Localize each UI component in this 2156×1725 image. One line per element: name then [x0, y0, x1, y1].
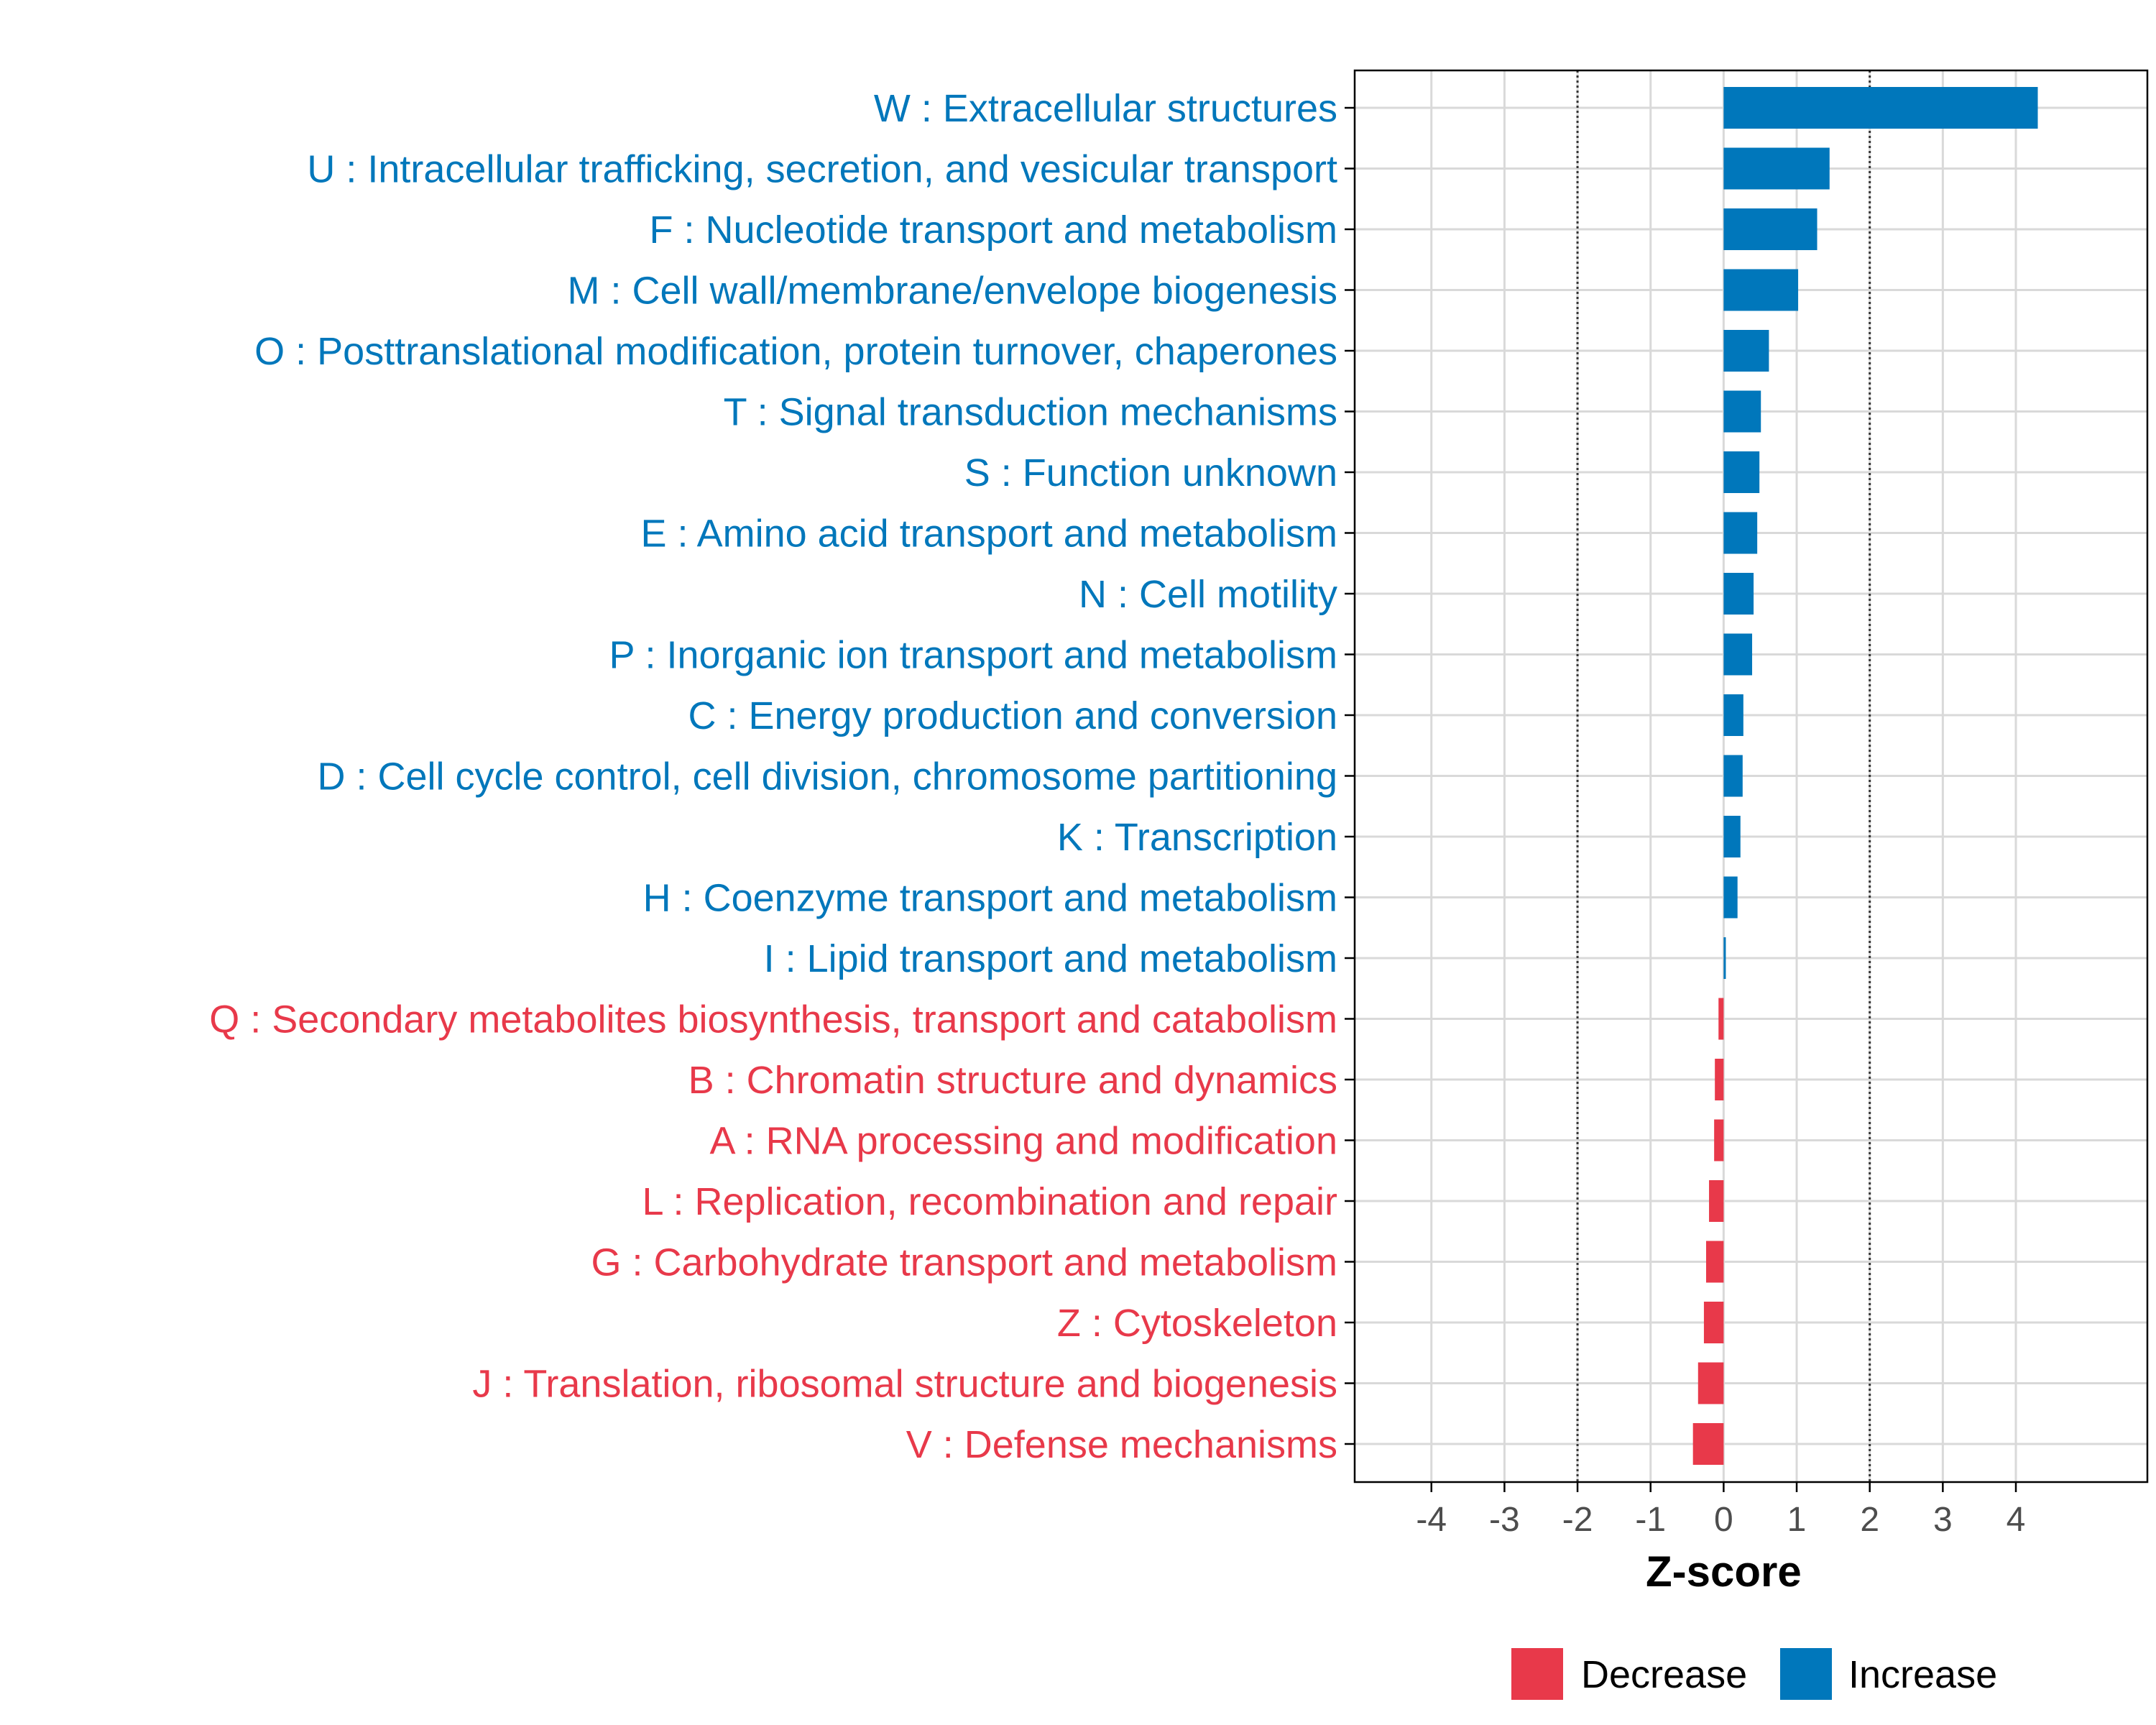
y-category-label: P : Inorganic ion transport and metaboli… [609, 634, 1337, 677]
y-category-label: D : Cell cycle control, cell division, c… [317, 755, 1337, 799]
y-axis-category-labels: W : Extracellular structures U : Intracel… [209, 87, 1337, 1466]
x-tick-label: 2 [1860, 1501, 1879, 1539]
bar-increase [1723, 755, 1743, 797]
bar-increase [1723, 390, 1761, 433]
y-category-label: I : Lipid transport and metabolism [764, 937, 1337, 980]
legend-label-increase: Increase [1848, 1653, 1997, 1696]
y-category-label: U : Intracellular trafficking, secretion… [307, 148, 1337, 191]
y-category-label: J : Translation, ribosomal structure and… [472, 1363, 1337, 1406]
bar-decrease [1709, 1180, 1724, 1222]
legend: Decrease Increase [1511, 1648, 1997, 1700]
y-category-label: S : Function unknown [964, 451, 1337, 494]
x-tick-label: 1 [1787, 1501, 1807, 1539]
bar-increase [1723, 147, 1830, 190]
x-axis-ticks: -4 -3 -2 -1 0 1 2 3 4 [1416, 1482, 2025, 1539]
y-category-label: V : Defense mechanisms [906, 1423, 1337, 1466]
y-category-label: Z : Cytoskeleton [1057, 1302, 1337, 1345]
bar-decrease [1697, 1362, 1724, 1404]
bar-increase [1723, 694, 1743, 736]
y-category-label: T : Signal transduction mechanisms [724, 391, 1337, 434]
x-tick-label: -1 [1635, 1501, 1666, 1539]
x-tick-label: -4 [1416, 1501, 1447, 1539]
x-tick-label: 0 [1714, 1501, 1733, 1539]
bar-decrease [1714, 1119, 1724, 1162]
legend-swatch-decrease [1511, 1648, 1563, 1700]
bar-decrease [1718, 998, 1724, 1040]
bar-increase [1723, 633, 1753, 676]
y-category-label: F : Nucleotide transport and metabolism [650, 208, 1337, 252]
bars [1692, 87, 2038, 1465]
y-category-label: A : RNA processing and modification [710, 1120, 1337, 1163]
y-category-label: M : Cell wall/membrane/envelope biogenes… [567, 270, 1337, 313]
y-category-label: O : Posttranslational modification, prot… [254, 330, 1337, 373]
y-category-label: H : Coenzyme transport and metabolism [643, 877, 1337, 920]
legend-label-decrease: Decrease [1581, 1653, 1747, 1696]
bar-increase [1723, 816, 1741, 857]
legend-swatch-increase [1780, 1648, 1832, 1700]
x-tick-label: 3 [1933, 1501, 1953, 1539]
bar-increase [1723, 451, 1760, 493]
bar-decrease [1703, 1302, 1724, 1343]
y-category-label: G : Carbohydrate transport and metabolis… [591, 1241, 1338, 1284]
bar-increase [1723, 208, 1818, 250]
y-category-label: K : Transcription [1057, 816, 1337, 859]
x-tick-label: -2 [1562, 1501, 1593, 1539]
y-category-label: Q : Secondary metabolites biosynthesis, … [209, 998, 1337, 1041]
bar-increase [1723, 87, 2038, 129]
y-category-label: B : Chromatin structure and dynamics [688, 1059, 1337, 1102]
bar-increase [1723, 330, 1769, 372]
y-category-label: W : Extracellular structures [874, 87, 1337, 130]
y-category-label: N : Cell motility [1079, 573, 1337, 616]
x-axis-title: Z-score [1646, 1547, 1802, 1596]
bar-decrease [1705, 1241, 1724, 1283]
bar-increase [1723, 876, 1738, 919]
y-category-label: E : Amino acid transport and metabolism [641, 512, 1337, 556]
y-category-label: L : Replication, recombination and repai… [642, 1180, 1337, 1223]
bar-increase [1723, 573, 1754, 615]
bar-increase [1723, 512, 1758, 554]
bar-decrease [1692, 1423, 1724, 1465]
x-tick-label: -3 [1489, 1501, 1520, 1539]
bar-decrease [1715, 1059, 1724, 1100]
x-tick-label: 4 [2007, 1501, 2026, 1539]
y-axis-ticks [1345, 106, 1355, 1445]
y-category-label: C : Energy production and conversion [688, 694, 1337, 737]
bar-increase [1723, 937, 1726, 979]
threshold-lines [1576, 70, 1871, 1482]
bar-increase [1723, 269, 1799, 311]
